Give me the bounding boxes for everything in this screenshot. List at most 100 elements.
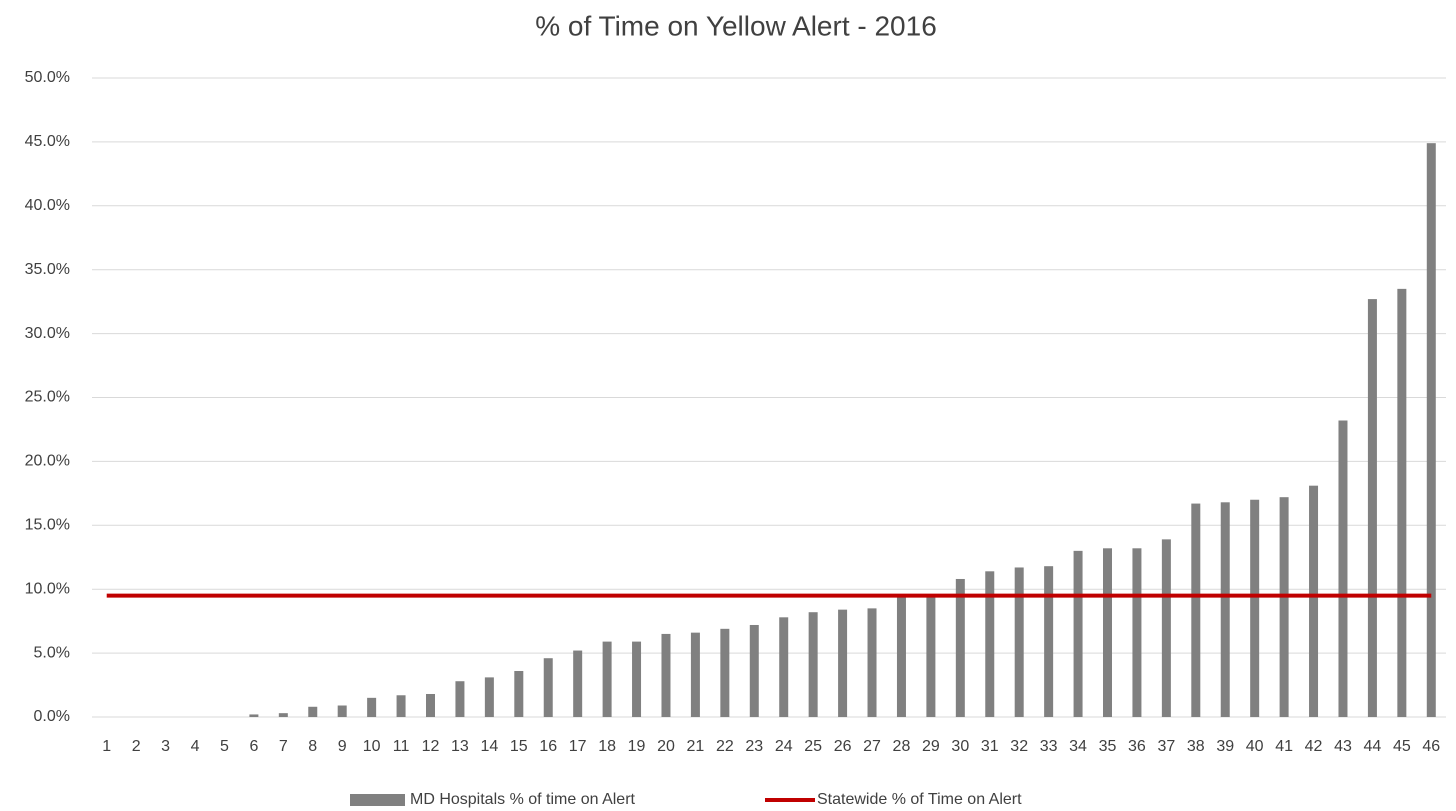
x-tick-label: 38 bbox=[1187, 738, 1205, 755]
x-tick-label: 17 bbox=[569, 738, 587, 755]
x-tick-label: 25 bbox=[804, 738, 822, 755]
bar bbox=[249, 714, 259, 717]
y-tick-label: 40.0% bbox=[25, 197, 70, 214]
x-tick-label: 36 bbox=[1128, 738, 1146, 755]
x-tick-label: 41 bbox=[1275, 738, 1293, 755]
bar bbox=[1191, 503, 1201, 717]
y-tick-label: 20.0% bbox=[25, 453, 70, 470]
bar bbox=[1397, 288, 1407, 717]
x-tick-label: 7 bbox=[279, 738, 288, 755]
x-tick-label: 5 bbox=[220, 738, 229, 755]
bar bbox=[955, 578, 965, 717]
legend-label: Statewide % of Time on Alert bbox=[817, 791, 1022, 808]
x-tick-label: 21 bbox=[687, 738, 705, 755]
bar bbox=[926, 595, 936, 717]
x-tick-label: 3 bbox=[161, 738, 170, 755]
bar bbox=[1338, 420, 1348, 717]
bar bbox=[1367, 299, 1377, 717]
x-tick-label: 22 bbox=[716, 738, 734, 755]
bar bbox=[1426, 143, 1436, 718]
bar bbox=[985, 571, 995, 717]
bar bbox=[1161, 539, 1171, 717]
bar bbox=[838, 609, 848, 717]
x-tick-label: 8 bbox=[308, 738, 317, 755]
bar bbox=[426, 693, 435, 717]
y-tick-label: 0.0% bbox=[34, 708, 70, 725]
y-tick-label: 25.0% bbox=[25, 389, 70, 406]
bar bbox=[1103, 548, 1112, 717]
y-tick-label: 50.0% bbox=[25, 69, 70, 86]
bar bbox=[749, 624, 759, 717]
bar bbox=[1250, 499, 1260, 717]
x-tick-label: 30 bbox=[951, 738, 969, 755]
x-tick-label: 6 bbox=[249, 738, 258, 755]
x-tick-label: 23 bbox=[745, 738, 763, 755]
bar bbox=[573, 650, 583, 717]
x-tick-label: 18 bbox=[598, 738, 616, 755]
bar bbox=[632, 641, 642, 717]
bar bbox=[779, 617, 789, 717]
bar bbox=[367, 697, 377, 717]
bar bbox=[1279, 497, 1289, 717]
y-tick-label: 30.0% bbox=[25, 325, 70, 342]
x-tick-label: 42 bbox=[1305, 738, 1323, 755]
bar bbox=[867, 608, 877, 717]
y-tick-label: 5.0% bbox=[34, 644, 70, 661]
x-tick-label: 26 bbox=[834, 738, 852, 755]
bar bbox=[514, 670, 524, 717]
y-tick-label: 15.0% bbox=[25, 517, 70, 534]
bar bbox=[602, 641, 612, 717]
x-tick-label: 34 bbox=[1069, 738, 1087, 755]
x-tick-label: 12 bbox=[422, 738, 440, 755]
bar bbox=[543, 658, 553, 717]
x-tick-label: 13 bbox=[451, 738, 469, 755]
x-tick-label: 45 bbox=[1393, 738, 1411, 755]
x-tick-label: 4 bbox=[191, 738, 200, 755]
x-tick-label: 44 bbox=[1364, 738, 1382, 755]
x-tick-label: 39 bbox=[1216, 738, 1234, 755]
bar bbox=[1309, 485, 1319, 717]
x-tick-label: 28 bbox=[893, 738, 911, 755]
bar bbox=[396, 695, 406, 717]
x-tick-label: 20 bbox=[657, 738, 675, 755]
x-tick-label: 1 bbox=[102, 738, 111, 755]
x-tick-label: 11 bbox=[393, 738, 410, 755]
y-tick-label: 10.0% bbox=[25, 580, 70, 597]
bar bbox=[1132, 548, 1142, 717]
x-tick-label: 15 bbox=[510, 738, 528, 755]
bar bbox=[308, 706, 318, 717]
chart-title: % of Time on Yellow Alert - 2016 bbox=[535, 10, 937, 41]
bar bbox=[896, 595, 906, 717]
x-tick-label: 16 bbox=[539, 738, 557, 755]
x-tick-label: 32 bbox=[1010, 738, 1028, 755]
x-tick-label: 37 bbox=[1157, 738, 1175, 755]
bar bbox=[455, 681, 465, 717]
legend-swatch bbox=[350, 794, 405, 806]
x-tick-label: 19 bbox=[628, 738, 646, 755]
x-tick-label: 43 bbox=[1334, 738, 1352, 755]
x-tick-label: 27 bbox=[863, 738, 881, 755]
bar bbox=[484, 677, 494, 717]
x-tick-label: 33 bbox=[1040, 738, 1058, 755]
x-tick-label: 2 bbox=[132, 738, 141, 755]
bar bbox=[720, 628, 730, 717]
bar bbox=[661, 633, 671, 717]
x-tick-label: 40 bbox=[1246, 738, 1264, 755]
bar bbox=[808, 612, 818, 717]
bar bbox=[337, 705, 347, 717]
x-tick-label: 14 bbox=[480, 738, 498, 755]
x-tick-label: 24 bbox=[775, 738, 793, 755]
bar bbox=[1014, 567, 1024, 717]
bar bbox=[1220, 502, 1230, 717]
bar bbox=[690, 632, 700, 717]
x-tick-label: 10 bbox=[363, 738, 381, 755]
x-tick-label: 29 bbox=[922, 738, 940, 755]
bar bbox=[278, 713, 288, 717]
x-tick-label: 35 bbox=[1099, 738, 1117, 755]
bar bbox=[1044, 566, 1054, 717]
x-tick-label: 46 bbox=[1422, 738, 1440, 755]
y-tick-label: 35.0% bbox=[25, 261, 70, 278]
legend-label: MD Hospitals % of time on Alert bbox=[410, 791, 636, 808]
